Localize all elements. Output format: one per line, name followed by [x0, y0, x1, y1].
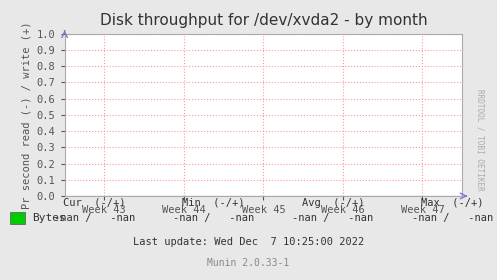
Text: Last update: Wed Dec  7 10:25:00 2022: Last update: Wed Dec 7 10:25:00 2022 — [133, 237, 364, 247]
Text: RRDTOOL / TOBI OETIKER: RRDTOOL / TOBI OETIKER — [475, 89, 484, 191]
Text: -nan /   -nan: -nan / -nan — [173, 213, 254, 223]
Text: -nan /   -nan: -nan / -nan — [54, 213, 135, 223]
Bar — [10, 212, 25, 223]
Text: Munin 2.0.33-1: Munin 2.0.33-1 — [207, 258, 290, 268]
Text: Avg  (-/+): Avg (-/+) — [302, 197, 364, 207]
Y-axis label: Pr second read (-) / write (+): Pr second read (-) / write (+) — [21, 21, 31, 209]
Title: Disk throughput for /dev/xvda2 - by month: Disk throughput for /dev/xvda2 - by mont… — [99, 13, 427, 28]
Text: -nan /   -nan: -nan / -nan — [412, 213, 493, 223]
Text: Cur  (-/+): Cur (-/+) — [63, 197, 126, 207]
Text: -nan /   -nan: -nan / -nan — [292, 213, 374, 223]
Text: Bytes: Bytes — [32, 213, 66, 223]
Text: Max  (-/+): Max (-/+) — [421, 197, 484, 207]
Text: Min  (-/+): Min (-/+) — [182, 197, 245, 207]
